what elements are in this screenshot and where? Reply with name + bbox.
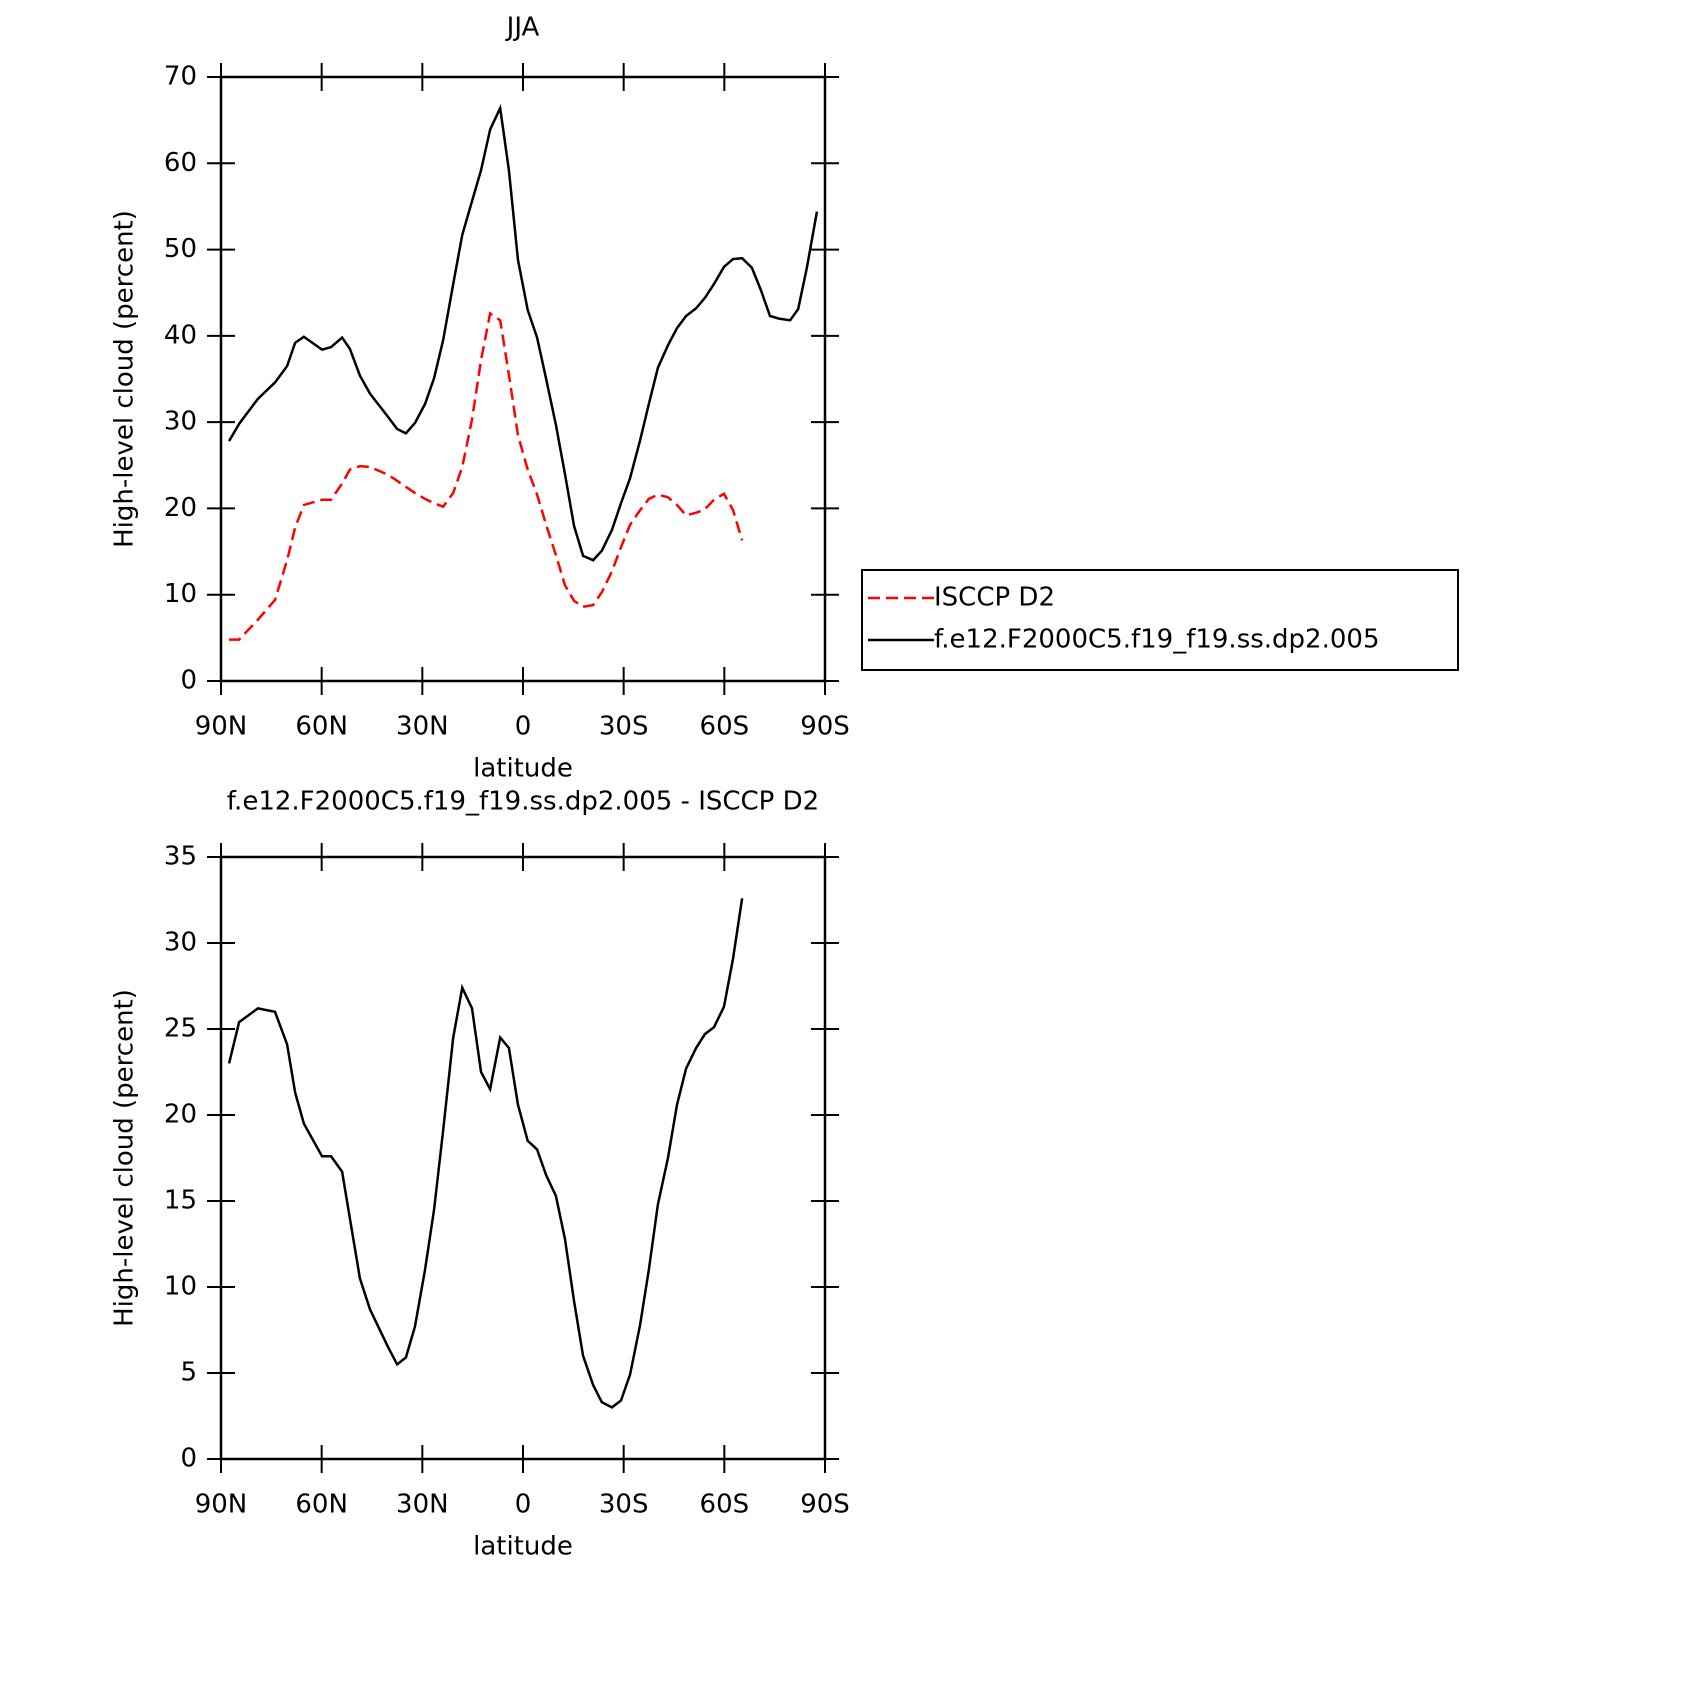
x-tick-label: 30N	[396, 1490, 449, 1520]
y-tick-label: 5	[180, 1358, 197, 1388]
y-tick-label: 30	[164, 407, 197, 437]
y-tick-label: 15	[164, 1186, 197, 1216]
legend-box	[861, 569, 1459, 671]
series-line	[227, 898, 744, 1409]
y-tick-label: 35	[164, 842, 197, 872]
plot-frame	[219, 855, 827, 1461]
chart-title: f.e12.F2000C5.f19_f19.ss.dp2.005 - ISCCP…	[227, 787, 819, 817]
y-tick-label: 40	[164, 320, 197, 350]
y-tick-label: 20	[164, 1100, 197, 1130]
x-tick-label: 60S	[700, 1490, 750, 1520]
chart-title: JJA	[505, 13, 540, 43]
x-axis-label: latitude	[473, 754, 573, 784]
x-tick-label: 60N	[295, 1490, 348, 1520]
x-tick-label: 60S	[700, 712, 750, 742]
series-line	[227, 103, 819, 562]
x-tick-label: 90N	[195, 1490, 248, 1520]
y-tick-label: 30	[164, 928, 197, 958]
x-tick-label: 90S	[800, 1490, 850, 1520]
y-tick-label: 0	[180, 1444, 197, 1474]
y-tick-label: 60	[164, 148, 197, 178]
plot-frame	[219, 75, 827, 683]
y-tick-label: 70	[164, 62, 197, 92]
x-tick-label: 90S	[800, 712, 850, 742]
y-tick-label: 50	[164, 234, 197, 264]
y-tick-label: 20	[164, 493, 197, 523]
x-tick-label: 30S	[599, 1490, 649, 1520]
x-tick-label: 0	[515, 712, 532, 742]
y-tick-label: 10	[164, 1272, 197, 1302]
y-tick-label: 10	[164, 579, 197, 609]
y-axis-label: High-level cloud (percent)	[110, 210, 140, 548]
legend-label: ISCCP D2	[934, 583, 1055, 613]
y-tick-label: 25	[164, 1014, 197, 1044]
legend-label: f.e12.F2000C5.f19_f19.ss.dp2.005	[934, 625, 1380, 655]
x-axis-label: latitude	[473, 1532, 573, 1562]
series-line	[229, 311, 744, 641]
x-tick-label: 60N	[295, 712, 348, 742]
x-tick-label: 30N	[396, 712, 449, 742]
y-tick-label: 0	[180, 666, 197, 696]
y-axis-label: High-level cloud (percent)	[110, 989, 140, 1327]
x-tick-label: 90N	[195, 712, 248, 742]
x-tick-label: 30S	[599, 712, 649, 742]
x-tick-label: 0	[515, 1490, 532, 1520]
